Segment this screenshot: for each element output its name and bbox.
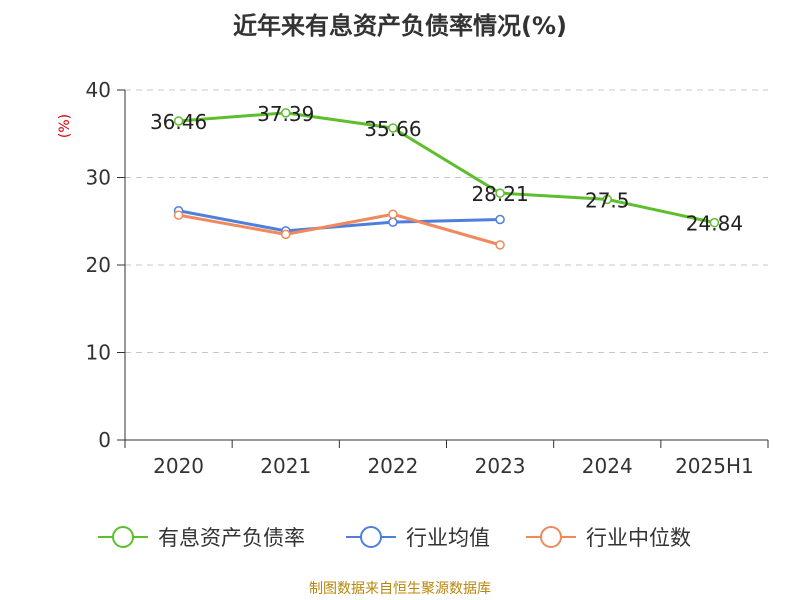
data-point (495, 188, 505, 198)
y-tick-label: 10 (86, 341, 111, 365)
legend-marker (540, 526, 562, 548)
data-label: 36.46 (150, 110, 207, 134)
x-tick-label: 2020 (153, 454, 204, 478)
data-point (602, 194, 612, 205)
data-label: 35.66 (364, 117, 421, 141)
legend-label: 行业中位数 (586, 526, 691, 550)
series-line-1 (178, 209, 501, 233)
data-point (281, 229, 291, 240)
data-point (388, 123, 398, 133)
series-line-2 (178, 212, 501, 247)
y-tick-label: 0 (98, 428, 111, 452)
data-label: 27.5 (585, 188, 630, 212)
y-tick-label: 40 (86, 78, 111, 102)
data-label: 28.21 (471, 182, 528, 206)
data-point (173, 116, 184, 126)
data-point (281, 108, 291, 118)
legend-label: 有息资产负债率 (158, 526, 305, 550)
data-source-note: 制图数据来自恒生聚源数据库 (309, 581, 491, 597)
data-point (388, 209, 398, 219)
data-label: 37.39 (257, 102, 314, 126)
x-tick-label: 2025H1 (675, 454, 754, 478)
y-tick-label: 30 (86, 166, 111, 190)
data-point (388, 217, 398, 227)
x-tick-label: 2023 (475, 454, 526, 478)
chart-title: 近年来有息资产负债率情况(%) (233, 12, 567, 40)
data-point (709, 217, 720, 228)
y-axis-label: (%) (57, 114, 73, 138)
data-point (495, 214, 505, 225)
data-point (495, 240, 505, 250)
series-line-0 (178, 111, 715, 225)
x-tick-label: 2022 (367, 454, 418, 478)
x-tick-label: 2021 (260, 454, 311, 478)
x-tick-label: 2024 (582, 454, 633, 478)
y-tick-label: 20 (86, 253, 111, 277)
legend-label: 行业均值 (406, 526, 490, 550)
data-point (173, 210, 184, 220)
data-label: 24.84 (686, 212, 743, 236)
legend-marker (360, 526, 382, 548)
legend-marker (112, 526, 134, 548)
